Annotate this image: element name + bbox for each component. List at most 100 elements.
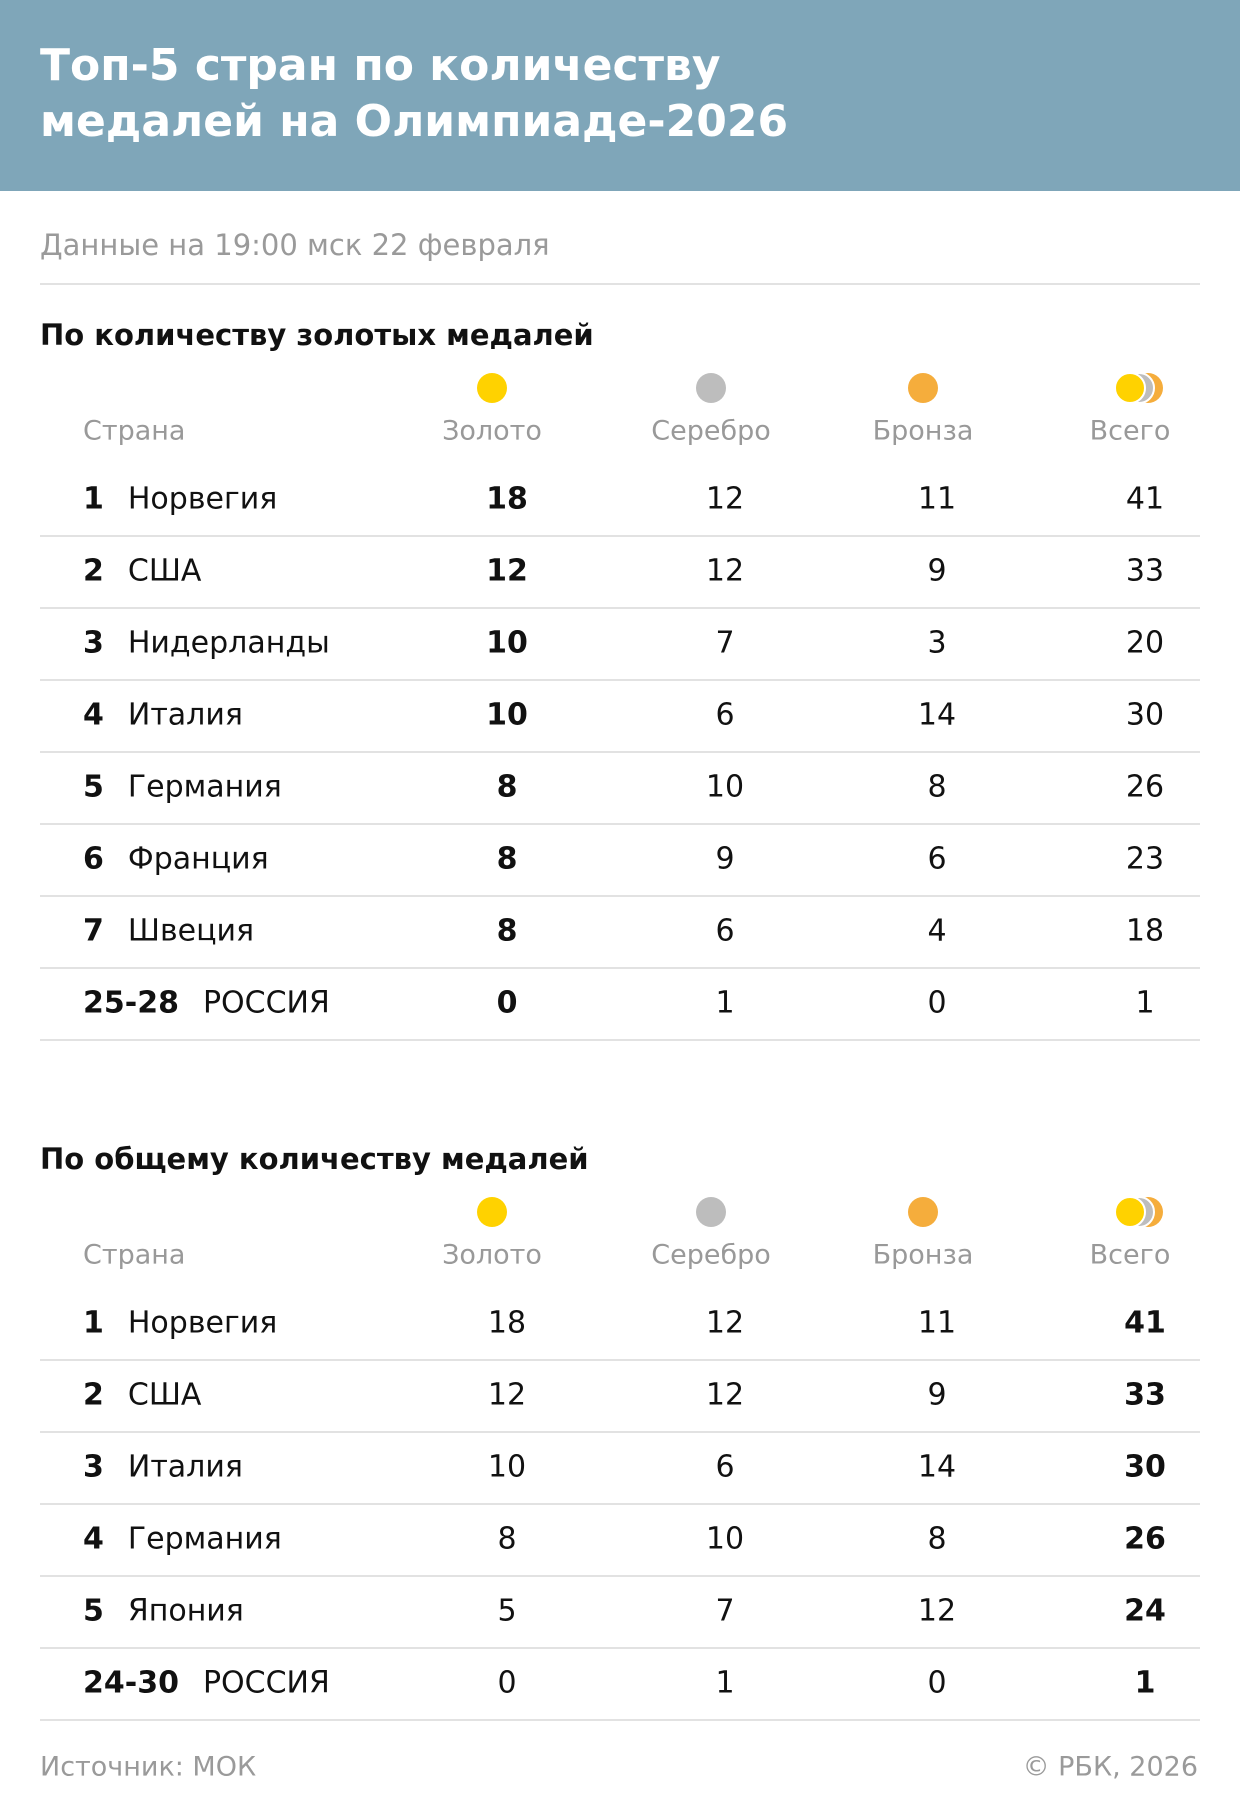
rank: 5 [83,1593,104,1629]
icon-gold [477,373,507,403]
medal-count: 0 [496,985,518,1021]
country: Италия [127,697,243,733]
medal-count: 10 [705,769,745,805]
medal-count: 6 [715,913,735,949]
medal-count: 0 [927,985,947,1021]
medal-count: 10 [486,697,528,733]
medal-count: 4 [927,913,947,949]
medal-count: 18 [486,481,528,517]
medal-count: 3 [927,625,947,661]
icon-bronze [908,373,938,403]
country-cell: 2 США [83,554,201,589]
column-header: Всего [1089,1239,1171,1271]
copyright: © РБК, 2026 [1022,1751,1198,1783]
rank: 1 [83,1305,104,1341]
source: Источник: МОК [40,1751,257,1783]
medal-count: 33 [1124,1377,1166,1413]
icon-bronze [908,1197,938,1227]
row-divider [40,1719,1200,1721]
medal-count: 8 [496,841,518,877]
medal-count: 20 [1125,625,1165,661]
medal-count: 8 [496,913,518,949]
icon-gold [477,1197,507,1227]
medal-count: 6 [927,841,947,877]
medal-count: 30 [1125,697,1165,733]
row-divider [40,967,1200,969]
medal-count: 10 [486,625,528,661]
country: Нидерланды [127,625,330,661]
column-header: Золото [442,415,542,447]
country: Германия [127,769,282,805]
medal-count: 26 [1125,769,1165,805]
medal-count: 12 [487,1377,527,1413]
medal-count: 14 [917,697,957,733]
country: Норвегия [127,481,278,517]
medal-count: 33 [1125,553,1165,589]
column-header: Страна [83,415,186,447]
medal-count: 9 [927,553,947,589]
country: Франция [127,841,269,877]
medal-count: 12 [486,553,528,589]
rank: 2 [83,553,104,589]
column-header: Всего [1089,415,1171,447]
medal-count: 26 [1124,1521,1166,1557]
rank: 1 [83,481,104,517]
rank: 3 [83,1449,104,1485]
medal-count: 10 [487,1449,527,1485]
medal-count: 7 [715,625,735,661]
medal-count: 1 [1135,985,1155,1021]
medal-count: 18 [1125,913,1165,949]
row-divider [40,1359,1200,1361]
medal-count: 12 [917,1593,957,1629]
medal-count: 1 [715,985,735,1021]
row-divider [40,1503,1200,1505]
column-header: Бронза [872,1239,974,1271]
row-divider [40,1431,1200,1433]
medal-count: 11 [917,1305,957,1341]
divider [40,283,1200,285]
country: Норвегия [127,1305,278,1341]
rank: 3 [83,625,104,661]
medal-count: 12 [705,481,745,517]
medal-count: 6 [715,697,735,733]
medal-count: 12 [705,1305,745,1341]
subtitle: Данные на 19:00 мск 22 февраля [40,228,550,262]
country: Германия [127,1521,282,1557]
country-cell: 5 Япония [83,1594,244,1629]
medal-count: 9 [927,1377,947,1413]
country-cell: 2 США [83,1378,201,1413]
title: Топ-5 стран по количеству медалей на Оли… [40,40,789,147]
medal-count: 1 [1134,1665,1156,1701]
rank: 6 [83,841,104,877]
icon-total-gold [1114,372,1146,404]
country: США [127,553,202,589]
medal-count: 7 [715,1593,735,1629]
country-cell: 24-30 РОССИЯ [83,1666,330,1701]
medal-count: 18 [487,1305,527,1341]
rank: 7 [83,913,104,949]
country-cell: 4 Германия [83,1522,282,1557]
icon-silver [696,373,726,403]
medal-count: 8 [496,769,518,805]
column-header: Золото [442,1239,542,1271]
medal-count: 30 [1124,1449,1166,1485]
country-cell: 7 Швеция [83,914,254,949]
country-cell: 3 Нидерланды [83,626,330,661]
row-divider [40,1039,1200,1041]
medal-count: 0 [927,1665,947,1701]
header: Топ-5 стран по количеству медалей на Оли… [0,0,1240,191]
medal-count: 11 [917,481,957,517]
medal-count: 23 [1125,841,1165,877]
country: США [127,1377,202,1413]
row-divider [40,679,1200,681]
row-divider [40,535,1200,537]
icon-silver [696,1197,726,1227]
rank: 5 [83,769,104,805]
country: РОССИЯ [202,985,330,1021]
row-divider [40,607,1200,609]
medal-count: 6 [715,1449,735,1485]
section-title: По общему количеству медалей [40,1142,589,1176]
rank: 24-30 [83,1665,179,1701]
country-cell: 25-28 РОССИЯ [83,986,330,1021]
